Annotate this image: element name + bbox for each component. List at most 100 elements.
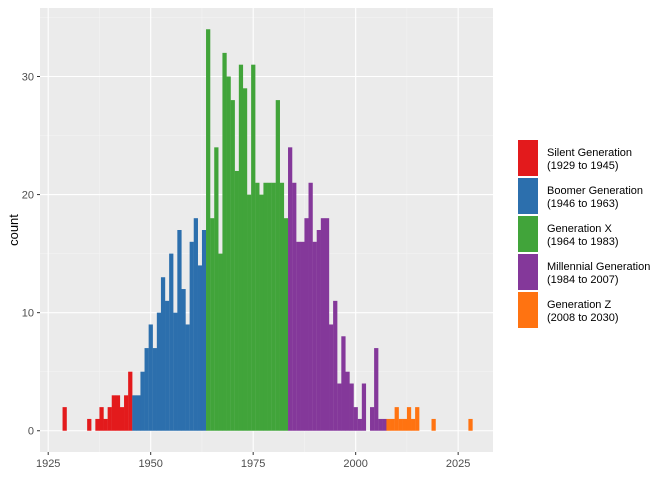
x-tick-label: 2025 — [446, 458, 470, 470]
legend-key — [518, 292, 538, 328]
histogram-bar — [288, 147, 293, 431]
histogram-bar — [181, 289, 186, 431]
histogram-bar — [341, 336, 346, 431]
x-tick-label: 1950 — [138, 458, 162, 470]
histogram-bar — [283, 218, 289, 431]
histogram-bar — [173, 312, 178, 431]
histogram-bar — [230, 100, 235, 431]
legend-key — [518, 216, 538, 252]
x-tick-label: 1925 — [36, 458, 60, 470]
histogram-bar — [156, 312, 162, 431]
histogram-bar — [382, 418, 387, 431]
legend: Silent Generation(1929 to 1945) Boomer Ge… — [518, 140, 650, 328]
histogram-bar — [218, 253, 223, 431]
histogram-bar — [308, 182, 313, 431]
histogram-bar — [124, 395, 129, 431]
histogram-bar — [390, 418, 395, 431]
histogram-bar — [177, 230, 182, 431]
histogram-bar — [402, 418, 408, 431]
histogram-bar — [160, 277, 166, 431]
histogram-bar — [406, 407, 412, 431]
histogram-bar — [214, 147, 219, 431]
legend-label: Generation X — [547, 223, 612, 235]
histogram-bar — [411, 418, 416, 431]
legend-key — [518, 178, 538, 214]
histogram-bar — [242, 88, 248, 431]
legend-label: Millennial Generation — [547, 261, 650, 273]
histogram-bar — [99, 407, 104, 431]
x-tick-label: 2000 — [343, 458, 367, 470]
histogram-bar — [320, 218, 326, 431]
histogram-bar — [128, 371, 133, 431]
x-axis: 1925 1950 1975 2000 2025 — [36, 452, 470, 470]
histogram-bar — [206, 29, 211, 431]
histogram-bar — [169, 253, 174, 431]
histogram-bar — [378, 418, 383, 431]
histogram-bar — [296, 241, 301, 431]
x-tick-label: 1975 — [241, 458, 265, 470]
y-axis-title: count — [6, 214, 21, 246]
histogram-bar — [370, 407, 375, 431]
legend-range: (1964 to 1983) — [547, 236, 619, 248]
histogram-bar — [398, 418, 403, 431]
histogram-bar — [119, 407, 125, 431]
histogram-bar — [263, 182, 268, 431]
y-axis: 0 10 20 30 — [22, 71, 40, 438]
histogram-bar — [415, 407, 420, 431]
histogram-bar — [144, 348, 149, 431]
histogram-bar — [353, 407, 358, 431]
legend-key — [518, 140, 538, 176]
histogram-bar — [345, 371, 350, 431]
histogram-bar — [271, 182, 276, 431]
histogram-bar — [279, 182, 285, 431]
histogram-bar — [357, 418, 362, 431]
histogram-bar — [185, 324, 190, 431]
legend-range: (1946 to 1963) — [547, 198, 619, 210]
histogram-bar — [300, 241, 305, 431]
histogram-bar — [333, 300, 338, 431]
y-tick-label: 0 — [28, 426, 34, 438]
legend-label: Generation Z — [547, 299, 611, 311]
histogram-bar — [337, 383, 342, 431]
histogram-bar — [95, 418, 100, 431]
histogram-bar — [312, 241, 317, 431]
histogram-bar — [111, 395, 116, 431]
histogram-bar — [238, 64, 244, 431]
histogram-bar — [103, 418, 108, 431]
histogram-bar — [386, 418, 391, 431]
histogram-bar — [193, 218, 198, 431]
histogram-bar — [267, 182, 272, 431]
histogram-bar — [292, 182, 297, 431]
histogram-bar — [431, 418, 436, 431]
histogram-bar — [140, 371, 145, 431]
histogram-bar — [374, 348, 379, 431]
histogram-bar — [201, 230, 207, 431]
histogram-bar — [255, 182, 260, 431]
histogram-bar — [165, 300, 170, 431]
histogram-bar — [107, 407, 112, 431]
histogram-bars — [62, 29, 473, 431]
histogram-bar — [197, 265, 203, 431]
histogram-bar — [361, 383, 367, 431]
histogram-bar — [210, 218, 215, 431]
y-tick-label: 20 — [22, 190, 34, 202]
histogram-bar — [394, 407, 399, 431]
histogram-bar — [226, 76, 231, 431]
legend-range: (1929 to 1945) — [547, 160, 619, 172]
histogram-bar — [468, 418, 473, 431]
histogram-bar — [115, 395, 121, 431]
histogram-bar — [349, 383, 354, 431]
legend-label: Boomer Generation — [547, 185, 643, 197]
legend-range: (2008 to 2030) — [547, 312, 619, 324]
histogram-bar — [259, 194, 264, 431]
histogram-bar — [316, 230, 321, 431]
histogram-bar — [132, 395, 137, 431]
histogram-bar — [62, 407, 67, 431]
histogram-bar — [222, 52, 227, 431]
y-tick-label: 30 — [22, 71, 34, 83]
histogram-bar — [324, 218, 330, 431]
histogram-bar — [329, 324, 334, 431]
histogram-bar — [234, 170, 239, 431]
legend-label: Silent Generation — [547, 147, 632, 159]
